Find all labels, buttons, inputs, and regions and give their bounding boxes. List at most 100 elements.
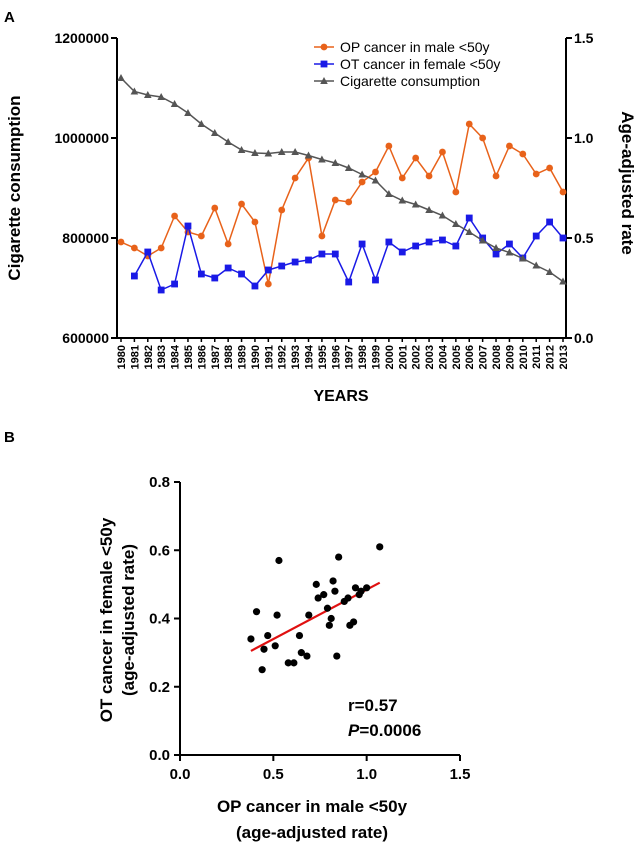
- series-point-2: [237, 146, 246, 153]
- series-point-0: [251, 218, 259, 226]
- series-point-1: [425, 238, 433, 246]
- chart-a-x-tick-label: 1985: [183, 345, 195, 369]
- chart-a-axes: 600000 800000 1000000 1200000 0.0 0.5 1.0 1.5 19…: [54, 30, 593, 369]
- series-point-2: [358, 170, 366, 178]
- chart-a-left-tick-label: 1000000: [54, 130, 109, 146]
- chart-b-x-tick-label: 0.0: [170, 766, 191, 783]
- series-point-1: [251, 282, 259, 290]
- chart-a-left-tick-label: 1200000: [54, 30, 109, 46]
- series-point-0: [398, 174, 406, 182]
- chart-a-x-tick-label: 2003: [424, 345, 436, 369]
- chart-a-left-tick-label: 600000: [62, 330, 109, 346]
- chart-b-x-tick-label: 1.5: [450, 766, 471, 783]
- series-point-0: [372, 168, 379, 176]
- chart-a-right-tick-label: 1.0: [574, 130, 594, 146]
- series-point-1: [439, 236, 446, 244]
- chart-a-series: [117, 74, 567, 294]
- series-point-0: [211, 204, 219, 212]
- series-point-2: [478, 236, 487, 244]
- scatter-point: [329, 577, 337, 585]
- scatter-point: [275, 556, 283, 565]
- series-point-0: [385, 142, 393, 150]
- chart-a-x-tick-label: 1984: [170, 344, 182, 369]
- series-point-2: [210, 129, 219, 136]
- series-point-1: [171, 280, 178, 288]
- series-point-1: [184, 222, 192, 230]
- series-point-0: [412, 154, 420, 162]
- series-point-0: [479, 134, 487, 142]
- chart-a-x-tick-label: 1993: [290, 345, 302, 369]
- series-point-1: [238, 270, 245, 278]
- legend-marker-1: [320, 60, 328, 68]
- chart-a-right-tick-label: 0.5: [574, 230, 594, 246]
- chart-a-x-tick-label: 2007: [478, 345, 490, 369]
- series-point-0: [358, 178, 366, 186]
- scatter-point: [284, 659, 292, 667]
- scatter-point: [252, 608, 261, 616]
- series-point-1: [130, 272, 138, 280]
- chart-a-x-tick-label: 2011: [531, 345, 543, 369]
- series-point-0: [278, 206, 286, 214]
- series-point-0: [318, 232, 326, 240]
- series-point-0: [345, 198, 353, 206]
- series-point-1: [372, 276, 379, 284]
- scatter-point: [273, 611, 281, 619]
- series-point-2: [251, 149, 259, 156]
- chart-a-x-tick-label: 1982: [143, 345, 155, 369]
- chart-b-y-tick-label: 0.0: [149, 747, 170, 764]
- chart-a-x-tick-label: 1996: [330, 345, 342, 369]
- scatter-point: [351, 584, 360, 592]
- chart-a-x-tick-label: 1990: [250, 345, 262, 369]
- series-point-2: [143, 91, 152, 98]
- series-point-2: [559, 277, 567, 285]
- chart-b-ylabel-line2: (age-adjusted rate): [119, 544, 138, 696]
- series-point-2: [277, 148, 286, 155]
- chart-a-x-tick-label: 1998: [357, 345, 369, 369]
- series-point-2: [344, 164, 353, 171]
- panel-label-b: B: [4, 429, 15, 446]
- series-point-1: [559, 234, 567, 242]
- series-point-0: [130, 244, 138, 252]
- series-point-2: [331, 159, 340, 166]
- chart-a-xlabel: YEARS: [313, 388, 368, 405]
- series-point-1: [452, 242, 460, 250]
- chart-a-x-tick-label: 2002: [411, 345, 423, 369]
- series-point-0: [452, 188, 460, 196]
- chart-a-x-tick-label: 2008: [491, 345, 503, 369]
- legend-marker-2: [320, 77, 328, 84]
- series-point-0: [506, 142, 513, 150]
- scatter-point: [312, 580, 320, 588]
- series-point-1: [197, 270, 205, 278]
- series-point-0: [117, 238, 125, 246]
- series-point-0: [197, 232, 205, 240]
- series-point-0: [331, 196, 339, 204]
- chart-a-x-tick-label: 1981: [129, 345, 141, 369]
- chart-a-x-tick-label: 1987: [210, 345, 222, 369]
- series-point-2: [197, 120, 206, 127]
- series-line-2: [120, 77, 564, 283]
- chart-b-y-tick-label: 0.6: [149, 542, 170, 559]
- chart-a-x-tick-label: 1992: [277, 345, 289, 369]
- series-point-2: [304, 151, 313, 159]
- series-point-2: [264, 149, 273, 157]
- chart-a-x-tick-label: 2006: [464, 345, 476, 369]
- panel-label-a: A: [4, 9, 15, 26]
- scatter-point: [357, 587, 365, 595]
- series-point-1: [318, 250, 326, 258]
- scatter-point: [264, 631, 272, 640]
- series-point-1: [278, 262, 286, 270]
- series-point-0: [465, 120, 473, 128]
- series-point-0: [492, 172, 500, 180]
- series-point-2: [452, 220, 460, 227]
- chart-b-annotation-r: r=0.57: [348, 696, 398, 715]
- series-point-0: [559, 188, 567, 196]
- series-point-0: [532, 170, 540, 178]
- chart-a-x-tick-label: 2012: [545, 345, 557, 369]
- series-point-1: [291, 258, 299, 266]
- scatter-point: [327, 614, 335, 623]
- scatter-point: [333, 652, 341, 660]
- scatter-point: [344, 594, 352, 602]
- series-point-2: [519, 254, 527, 262]
- series-point-1: [211, 274, 219, 282]
